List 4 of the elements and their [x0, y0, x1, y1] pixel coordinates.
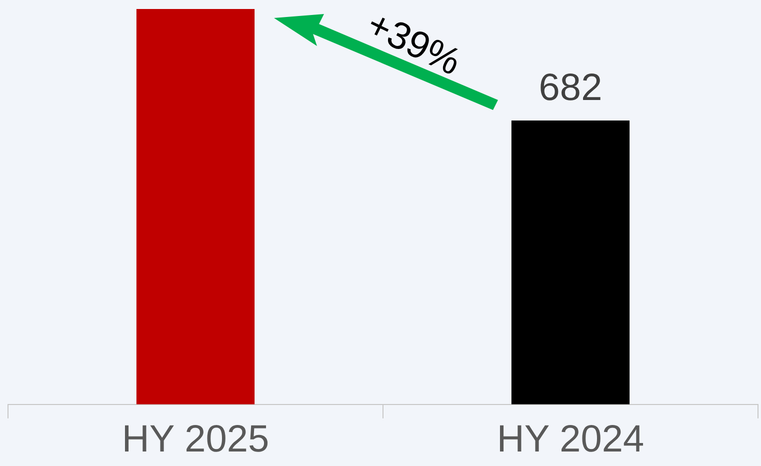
x-tick-label: HY 2024: [496, 418, 644, 461]
data-label: 682: [538, 67, 602, 110]
annotation: +39%: [360, 3, 468, 84]
x-tick-label: HY 2025: [122, 418, 270, 461]
